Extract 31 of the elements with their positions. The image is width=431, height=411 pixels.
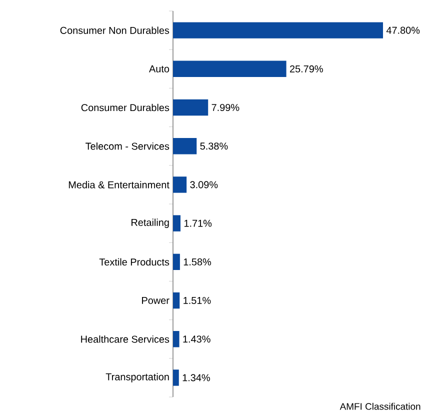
y-tick-label: Consumer Non Durables bbox=[60, 26, 170, 34]
bar bbox=[173, 330, 180, 348]
bar bbox=[173, 215, 181, 232]
data-label: 5.38% bbox=[200, 142, 228, 150]
bar bbox=[173, 254, 180, 270]
data-label: 7.99% bbox=[212, 104, 240, 112]
y-tick-label: Power bbox=[142, 297, 170, 304]
data-label: 1.43% bbox=[183, 336, 210, 343]
text: AMFI Classification bbox=[340, 402, 420, 410]
data-label: 1.34% bbox=[182, 374, 210, 382]
bar bbox=[173, 176, 187, 193]
bar bbox=[173, 138, 197, 154]
bar bbox=[173, 99, 208, 116]
y-tick-label: Healthcare Services bbox=[81, 335, 170, 343]
y-tick-label: Auto bbox=[149, 65, 170, 72]
bar bbox=[173, 22, 384, 38]
y-tick-label: Media & Entertainment bbox=[68, 181, 170, 188]
data-label: 1.51% bbox=[184, 296, 211, 304]
y-tick-label: Consumer Durables bbox=[81, 104, 170, 112]
data-label: 1.58% bbox=[184, 258, 212, 266]
y-tick-label: Retailing bbox=[132, 218, 169, 228]
y-tick-label: Telecom - Services bbox=[86, 142, 170, 150]
bar bbox=[173, 370, 179, 386]
y-tick-label: Textile Products bbox=[99, 258, 170, 266]
data-label: 47.80% bbox=[386, 26, 420, 34]
data-label: 3.09% bbox=[190, 181, 218, 188]
bar bbox=[173, 292, 180, 309]
y-tick-label: Transportation bbox=[106, 373, 169, 382]
bar bbox=[173, 60, 286, 78]
data-label: 25.79% bbox=[290, 65, 323, 72]
data-label: 1.71% bbox=[184, 220, 212, 227]
